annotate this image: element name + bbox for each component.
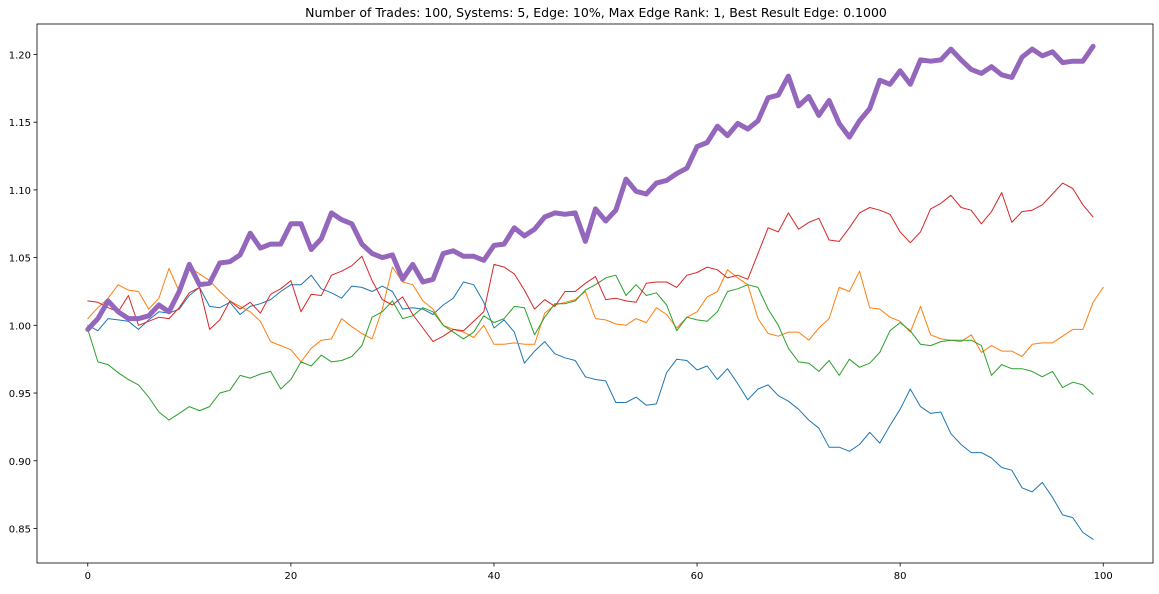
- y-tick-label: 1.00: [9, 321, 31, 332]
- y-tick-label: 0.95: [9, 389, 31, 400]
- y-tick-label: 1.10: [9, 186, 31, 197]
- plot-frame: [36, 23, 1154, 564]
- y-tick-label: 0.90: [9, 457, 31, 468]
- chart-title: Number of Trades: 100, Systems: 5, Edge:…: [305, 5, 887, 20]
- series-line-1: [87, 274, 1094, 540]
- x-tick-label: 60: [691, 571, 704, 582]
- axes-layer: 0.85 0.90 0.95 1.00 1.05 1.10 1.15 1.20 0 20 40 60 8…: [9, 23, 1154, 582]
- x-tick-label: 20: [284, 571, 297, 582]
- series-line-3: [87, 274, 1094, 421]
- series-line-4: [87, 182, 1094, 343]
- x-tick-label: 0: [85, 571, 91, 582]
- y-tick-label: 1.15: [9, 118, 31, 129]
- y-tick-label: 0.85: [9, 524, 31, 535]
- x-tick-label: 100: [1094, 571, 1113, 582]
- x-tick-label: 40: [488, 571, 501, 582]
- x-tick-label: 80: [894, 571, 907, 582]
- series-line-2: [87, 266, 1104, 363]
- series-line-5: [85, 43, 1096, 332]
- series-layer: [85, 43, 1104, 540]
- y-tick-label: 1.05: [9, 254, 31, 265]
- y-tick-label: 1.20: [9, 50, 31, 61]
